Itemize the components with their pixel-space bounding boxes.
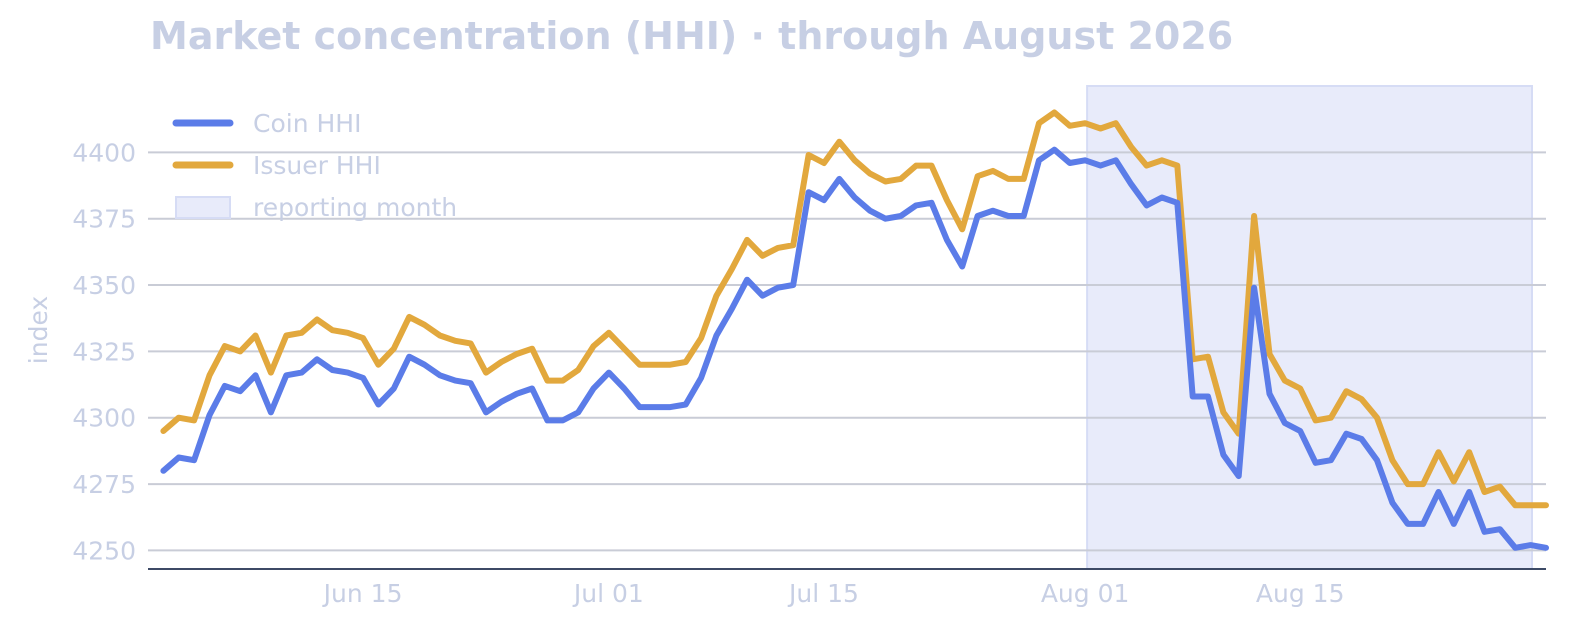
legend-label: Coin HHI <box>253 109 361 138</box>
legend-swatch <box>175 196 231 219</box>
y-tick-label: 4325 <box>72 337 136 366</box>
x-tick-label: Aug 15 <box>1256 579 1345 608</box>
y-tick-label: 4300 <box>72 404 136 433</box>
x-tick-label: Aug 01 <box>1041 579 1130 608</box>
series-line-issuer-hhi <box>160 109 1549 509</box>
shaded-region <box>1086 85 1533 570</box>
x-tick-label: Jun 15 <box>322 579 403 608</box>
y-tick-label: 4375 <box>72 205 136 234</box>
series-layer <box>160 109 1549 551</box>
axis-layer: 4250 4275 4300 4325 4350 4375 4400 Jun 15 Jul 01… <box>72 138 1546 608</box>
series-line-coin-hhi <box>160 146 1549 551</box>
y-axis-title: index <box>24 296 53 364</box>
y-tick-label: 4275 <box>72 470 136 499</box>
x-tick-label: Jul 01 <box>572 579 644 608</box>
y-tick-label: 4250 <box>72 536 136 565</box>
y-tick-label: 4350 <box>72 271 136 300</box>
x-tick-label: Jul 15 <box>787 579 859 608</box>
legend-label: Issuer HHI <box>253 151 381 180</box>
legend: Coin HHI Issuer HHI reporting month <box>172 109 457 222</box>
y-tick-label: 4400 <box>72 138 136 167</box>
chart-title: Market concentration (HHI) · through Aug… <box>150 14 1234 58</box>
legend-label: reporting month <box>253 193 457 222</box>
shaded-region-layer <box>1086 85 1533 570</box>
